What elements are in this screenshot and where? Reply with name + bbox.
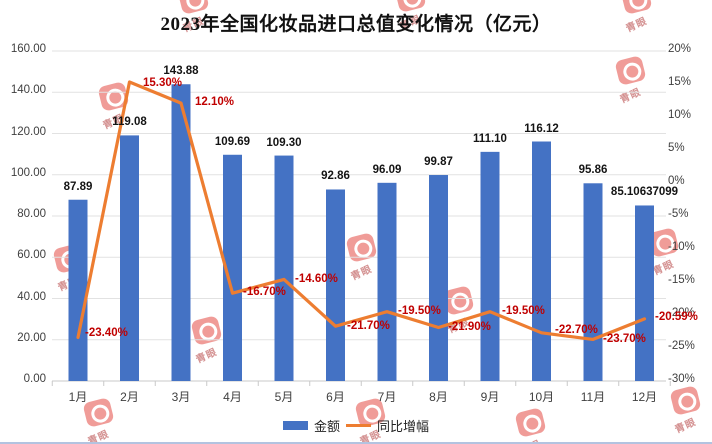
growth-value-label: -14.60% bbox=[295, 273, 338, 285]
chart-title: 2023年全国化妆品进口总值变化情况（亿元） bbox=[160, 14, 552, 35]
x-axis-month-label: 9月 bbox=[480, 390, 500, 404]
bar-value-label: 99.87 bbox=[424, 156, 453, 169]
bar-value-label: 119.08 bbox=[112, 116, 147, 129]
bar bbox=[68, 199, 88, 381]
x-axis-month-label: 7月 bbox=[377, 390, 397, 404]
x-axis-month-label: 3月 bbox=[171, 390, 191, 404]
chart-legend: 金额 同比增幅 bbox=[0, 416, 712, 435]
growth-value-label: -16.70% bbox=[243, 286, 286, 298]
bar-value-label: 111.10 bbox=[473, 132, 507, 145]
growth-value-label: -19.50% bbox=[398, 305, 441, 317]
growth-line bbox=[76, 80, 647, 341]
y-axis-right-label: 15% bbox=[668, 76, 692, 88]
legend-amount-label: 金额 bbox=[313, 419, 340, 434]
x-axis-month-label: 2月 bbox=[120, 390, 139, 404]
y-axis-right-label: -15% bbox=[668, 274, 695, 286]
legend-growth-label: 同比增幅 bbox=[377, 419, 430, 434]
x-axis-month-label: 6月 bbox=[326, 390, 345, 404]
bar bbox=[120, 135, 139, 381]
y-axis-right-label: 20% bbox=[668, 43, 692, 55]
bar bbox=[326, 189, 345, 381]
x-axis-month-label: 10月 bbox=[528, 390, 555, 404]
x-axis-month-label: 5月 bbox=[274, 390, 294, 404]
bar bbox=[480, 151, 500, 381]
y-axis-left-label: 100.00 bbox=[10, 166, 46, 179]
y-axis-right-label: -5% bbox=[668, 208, 689, 220]
x-axis-month-label: 12月 bbox=[631, 390, 658, 404]
y-axis-left-label: 0.00 bbox=[23, 373, 46, 385]
bar bbox=[171, 84, 191, 381]
growth-value-label: -20.59% bbox=[655, 311, 698, 323]
bar bbox=[223, 154, 242, 381]
y-axis-left-label: 80.00 bbox=[17, 208, 46, 220]
growth-value-label: -23.70% bbox=[603, 333, 646, 345]
y-axis-left-label: 120.00 bbox=[10, 125, 46, 138]
bar bbox=[274, 155, 294, 381]
x-axis-month-label: 4月 bbox=[223, 390, 242, 404]
bar bbox=[429, 175, 448, 381]
bar-value-label: 116.12 bbox=[524, 122, 559, 135]
bar bbox=[635, 205, 654, 381]
y-axis-right-label: 5% bbox=[668, 142, 685, 154]
y-axis-right-label: -30% bbox=[668, 373, 695, 385]
bar bbox=[532, 141, 551, 381]
bar-value-label: 109.30 bbox=[266, 136, 302, 149]
y-axis-right-label: -20% bbox=[668, 307, 695, 319]
y-axis-left-label: 40.00 bbox=[17, 290, 46, 303]
y-axis-right-label: 10% bbox=[668, 109, 692, 121]
x-axis-month-label: 11月 bbox=[580, 390, 606, 404]
bar-value-label: 95.86 bbox=[578, 164, 608, 177]
growth-value-label: -21.90% bbox=[448, 321, 491, 333]
bar bbox=[377, 182, 397, 381]
x-axis-month-label: 1月 bbox=[68, 390, 88, 404]
y-axis-left-label: 160.00 bbox=[10, 43, 46, 55]
growth-value-label: -21.70% bbox=[347, 320, 390, 332]
legend-growth-line-icon bbox=[346, 424, 371, 427]
bar-value-label: 85.10637099 bbox=[610, 186, 679, 199]
growth-value-label: -19.50% bbox=[502, 305, 545, 317]
bar-value-label: 109.69 bbox=[214, 135, 251, 148]
y-axis-left-label: 60.00 bbox=[17, 249, 46, 262]
bar-value-label: 87.89 bbox=[63, 180, 93, 193]
x-axis-month-label: 8月 bbox=[429, 390, 448, 404]
growth-value-label: -23.40% bbox=[85, 327, 128, 339]
growth-value-label: 15.30% bbox=[143, 77, 183, 89]
bar-value-label: 143.88 bbox=[163, 65, 199, 78]
bar bbox=[583, 183, 603, 381]
y-axis-right-label: -25% bbox=[668, 340, 695, 352]
growth-value-label: -22.70% bbox=[555, 324, 598, 336]
growth-value-label: 12.10% bbox=[195, 96, 235, 108]
bar-value-label: 92.86 bbox=[321, 170, 350, 183]
y-axis-left-label: 20.00 bbox=[17, 331, 46, 344]
y-axis-right-label: -10% bbox=[668, 241, 695, 253]
y-axis-left-label: 140.00 bbox=[10, 84, 46, 97]
bar-value-label: 96.09 bbox=[372, 163, 402, 176]
y-axis-right-label: 0% bbox=[668, 175, 685, 187]
legend-amount-swatch bbox=[282, 421, 308, 430]
